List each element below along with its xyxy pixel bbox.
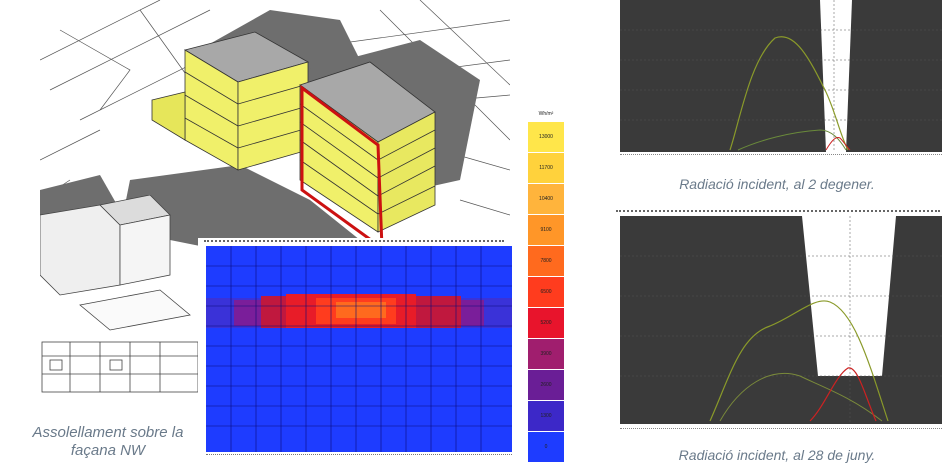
heatmap-grid [206,246,512,452]
january-plot [620,0,942,152]
caption-left: Assolellament sobre la façana NW [8,424,208,460]
caption-june: Radiació incident, al 28 de juny. [678,447,876,463]
legend-color-cell [528,401,564,431]
legend-color-cell [528,122,564,152]
radiation-chart-january [612,0,944,166]
legend-color-cell [528,246,564,276]
color-legend: Wh/m² 13000 11700 10400 9100 7800 6500 5200 390… [524,110,568,462]
caption-left-line1: Assolellament sobre la [32,424,184,441]
heatmap-header [204,240,504,246]
radiation-chart-june [612,208,944,440]
legend-value: 13000 [539,134,553,140]
building-left [151,31,310,171]
january-clear-sky-window [820,0,852,152]
legend-value: 11700 [539,165,553,171]
january-legend-bar [620,154,942,161]
june-incident-curve [809,367,877,422]
legend-value: 6500 [540,289,552,295]
legend-color-cell [528,277,564,307]
legend-value: 3900 [540,351,552,357]
heatmap-plot [206,246,512,452]
june-plot [620,216,942,424]
legend-color-cell [528,339,564,369]
january-incident-curve [825,137,851,151]
june-legend-bar [620,428,942,435]
legend-color-cell [528,432,564,462]
legend-color-cell [528,215,564,245]
caption-left-line2: façana NW [70,442,146,459]
heatmap-x-ticks [206,454,512,459]
legend-value: 0 [544,444,548,450]
legend-value: 10400 [539,196,553,202]
legend-color-cell [528,184,564,214]
building-right [299,61,436,233]
facade-heatmap-panel [198,238,516,464]
june-direct-curve [719,372,883,422]
legend-color-cell [528,153,564,183]
january-total-curve [729,36,849,151]
floor-plan [41,341,199,393]
caption-january: Radiació incident, al 2 degener. [679,176,875,192]
legend-value: 2600 [540,382,552,388]
legend-value: 1300 [540,413,552,419]
neighbour-blocks [40,195,191,331]
legend-color-cell [528,370,564,400]
june-total-curve [709,300,889,422]
legend-color-cell [528,308,564,338]
june-grid [620,216,942,424]
building-model-scene [40,0,510,250]
legend-unit: Wh/m² [538,111,554,117]
legend-value: 7800 [540,258,552,264]
legend-value: 9100 [540,227,552,233]
january-direct-curve [737,129,847,151]
june-header [616,210,940,216]
january-grid [620,0,942,152]
legend-value: 5200 [540,320,552,326]
